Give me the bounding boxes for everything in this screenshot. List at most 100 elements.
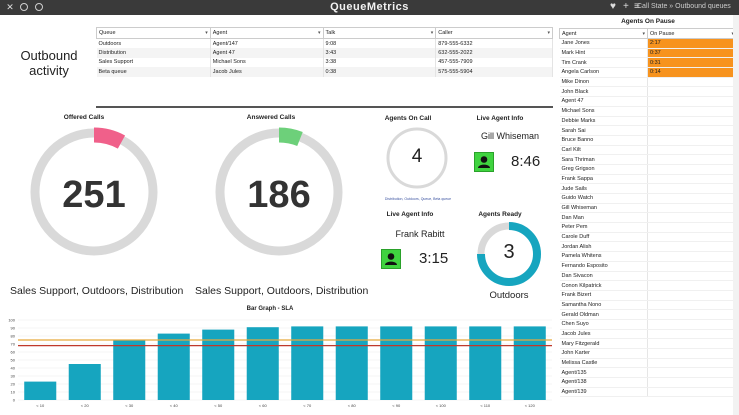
table-cell: 0:38 — [323, 67, 437, 77]
table-row[interactable]: Mike Dinon — [559, 77, 737, 88]
agent-name-cell: Sara Thriman — [559, 154, 648, 165]
table-row[interactable]: Pamela Whitens — [559, 251, 737, 262]
table-row[interactable]: Carole Duff — [559, 232, 737, 243]
live-agent-name-1: Gill Whiseman — [480, 131, 539, 141]
table-row[interactable]: Chen Suyo — [559, 319, 737, 330]
table-row[interactable]: Agent/135 — [559, 367, 737, 379]
plus-icon[interactable]: + — [623, 1, 629, 12]
column-header[interactable]: Queue ▾ — [96, 27, 211, 39]
scrollbar[interactable] — [733, 15, 739, 415]
minimize-icon[interactable] — [20, 3, 28, 11]
table-row[interactable]: Agent/139 — [559, 387, 737, 398]
table-row[interactable]: Guido Watch — [559, 193, 737, 204]
table-row[interactable]: Gerald Oldman — [559, 309, 737, 320]
x-tick-label: < 30 — [125, 403, 134, 408]
table-row[interactable]: Jacob Jules — [559, 329, 737, 340]
table-row[interactable]: Jude Sails — [559, 183, 737, 194]
maximize-icon[interactable] — [35, 3, 43, 11]
table-cell: 575-555-5904 — [435, 67, 553, 77]
pause-time-cell — [647, 212, 737, 224]
agent-name-cell: Jane Jones — [559, 38, 648, 49]
table-row[interactable]: Carl Kilt — [559, 145, 737, 156]
x-tick-label: < 110 — [480, 403, 491, 408]
title-bar: ✕ QueueMetrics ♥ + ≡ Call State » Outbou… — [0, 0, 739, 15]
table-row[interactable]: Distribution Agent 47 3:43 632-555-2022 — [96, 48, 553, 58]
agent-name-cell: Mark Hint — [559, 48, 648, 59]
offered-calls-donut — [30, 127, 158, 256]
table-row[interactable]: John Black — [559, 86, 737, 98]
table-row[interactable]: Tim Crank 0:31 — [559, 57, 737, 69]
table-row[interactable]: Samantha Nono — [559, 300, 737, 311]
table-row[interactable]: Peter Pem — [559, 222, 737, 233]
pause-time-cell: 0:14 — [647, 67, 737, 78]
pause-time-cell — [647, 183, 737, 194]
table-row[interactable]: Dan Man — [559, 212, 737, 224]
sort-arrow-icon[interactable]: ▾ — [731, 31, 734, 37]
breadcrumb[interactable]: Call State » Outbound queues — [637, 3, 731, 10]
sort-arrow-icon[interactable]: ▾ — [205, 30, 208, 36]
agent-name-cell: Debbie Marks — [559, 116, 648, 127]
y-tick-label: 30 — [11, 374, 16, 379]
heading-line-1: Outbound — [20, 48, 78, 63]
table-row[interactable]: Sarah Sai — [559, 125, 737, 136]
table-row[interactable]: Michael Sons — [559, 106, 737, 117]
table-row[interactable]: Dan Sivacon — [559, 271, 737, 282]
column-header[interactable]: Agent ▾ — [559, 28, 648, 39]
table-row[interactable]: Mary Fitzgerald — [559, 338, 737, 349]
sla-bar-graph: Bar Graph - SLA 0 10 20 30 40 50 60 70 80 90 100 < … — [0, 304, 555, 415]
table-cell: Agent/147 — [210, 38, 324, 48]
table-row[interactable]: Sara Thriman — [559, 154, 737, 165]
table-cell: 457-555-7909 — [435, 57, 553, 67]
sort-arrow-icon[interactable]: ▾ — [547, 30, 550, 36]
table-row[interactable]: Angela Carlson 0:14 — [559, 67, 737, 78]
sort-arrow-icon[interactable]: ▾ — [430, 30, 434, 36]
sort-arrow-icon[interactable]: ▾ — [318, 30, 321, 36]
pause-time-cell — [647, 86, 737, 98]
table-row[interactable]: Frank Bizert — [559, 290, 737, 301]
answered-calls-label: Answered Calls — [246, 114, 296, 121]
column-header[interactable]: Talk ▾ — [322, 27, 437, 39]
close-icon[interactable]: ✕ — [6, 2, 14, 12]
table-row[interactable]: Sales Support Michael Sons 3:38 457-555-790… — [96, 57, 553, 67]
table-row[interactable]: Melissa Castle — [559, 358, 737, 369]
table-row[interactable]: Agent 47 — [559, 96, 737, 107]
bar — [24, 381, 57, 400]
table-row[interactable]: Jane Jones 2:17 — [559, 38, 737, 49]
agent-name-cell: Agent/138 — [559, 377, 648, 388]
bar — [513, 326, 546, 400]
bar-graph-title: Bar Graph - SLA — [246, 306, 294, 312]
table-row[interactable]: Greg Grigson — [559, 164, 737, 175]
table-cell: Agent 47 — [210, 48, 324, 58]
agent-name-cell: Fernando Esposito — [559, 261, 648, 272]
table-row[interactable]: Jordan Alish — [559, 241, 737, 253]
column-header[interactable]: Caller ▾ — [435, 27, 553, 39]
pause-time-cell — [647, 116, 737, 127]
table-row[interactable]: Outdoors Agent/147 9:08 879-555-6332 — [96, 38, 553, 48]
answered-queues: Sales Support, Outdoors, Distribution — [195, 285, 369, 297]
x-tick-label: < 50 — [214, 403, 223, 408]
table-row[interactable]: Beta queue Jacob Jules 0:38 575-555-5904 — [96, 67, 553, 77]
heart-icon[interactable]: ♥ — [610, 1, 616, 12]
pause-time-cell — [647, 300, 737, 311]
table-row[interactable]: Gill Whiseman — [559, 203, 737, 214]
table-row[interactable]: John Karter — [559, 348, 737, 359]
column-header[interactable]: Agent ▾ — [209, 27, 324, 39]
agent-name-cell: Agent/135 — [559, 367, 648, 379]
table-row[interactable]: Bruce Banno — [559, 135, 737, 146]
column-header[interactable]: On Pause▾ — [647, 28, 737, 39]
table-row[interactable]: Fernando Esposito — [559, 261, 737, 272]
menu-icon[interactable]: ≡ — [634, 1, 640, 12]
y-tick-label: 90 — [11, 326, 16, 331]
table-row[interactable]: Debbie Marks — [559, 116, 737, 127]
outbound-calls-table: Queue ▾ Agent ▾ Talk ▾ Caller ▾ Outdoors Agent/1… — [96, 27, 553, 77]
bar — [469, 326, 502, 400]
table-row[interactable]: Frank Sappa — [559, 174, 737, 185]
table-row[interactable]: Agent/138 — [559, 377, 737, 388]
sort-arrow-icon[interactable]: ▾ — [642, 31, 645, 37]
agent-name-cell: Tim Crank — [559, 57, 648, 69]
pause-time-cell — [647, 358, 737, 369]
table-row[interactable]: Conon Kilpatrick — [559, 280, 737, 291]
agent-name-cell: John Black — [559, 86, 648, 98]
pause-time-cell — [647, 329, 737, 340]
table-row[interactable]: Mark Hint 0:37 — [559, 48, 737, 59]
